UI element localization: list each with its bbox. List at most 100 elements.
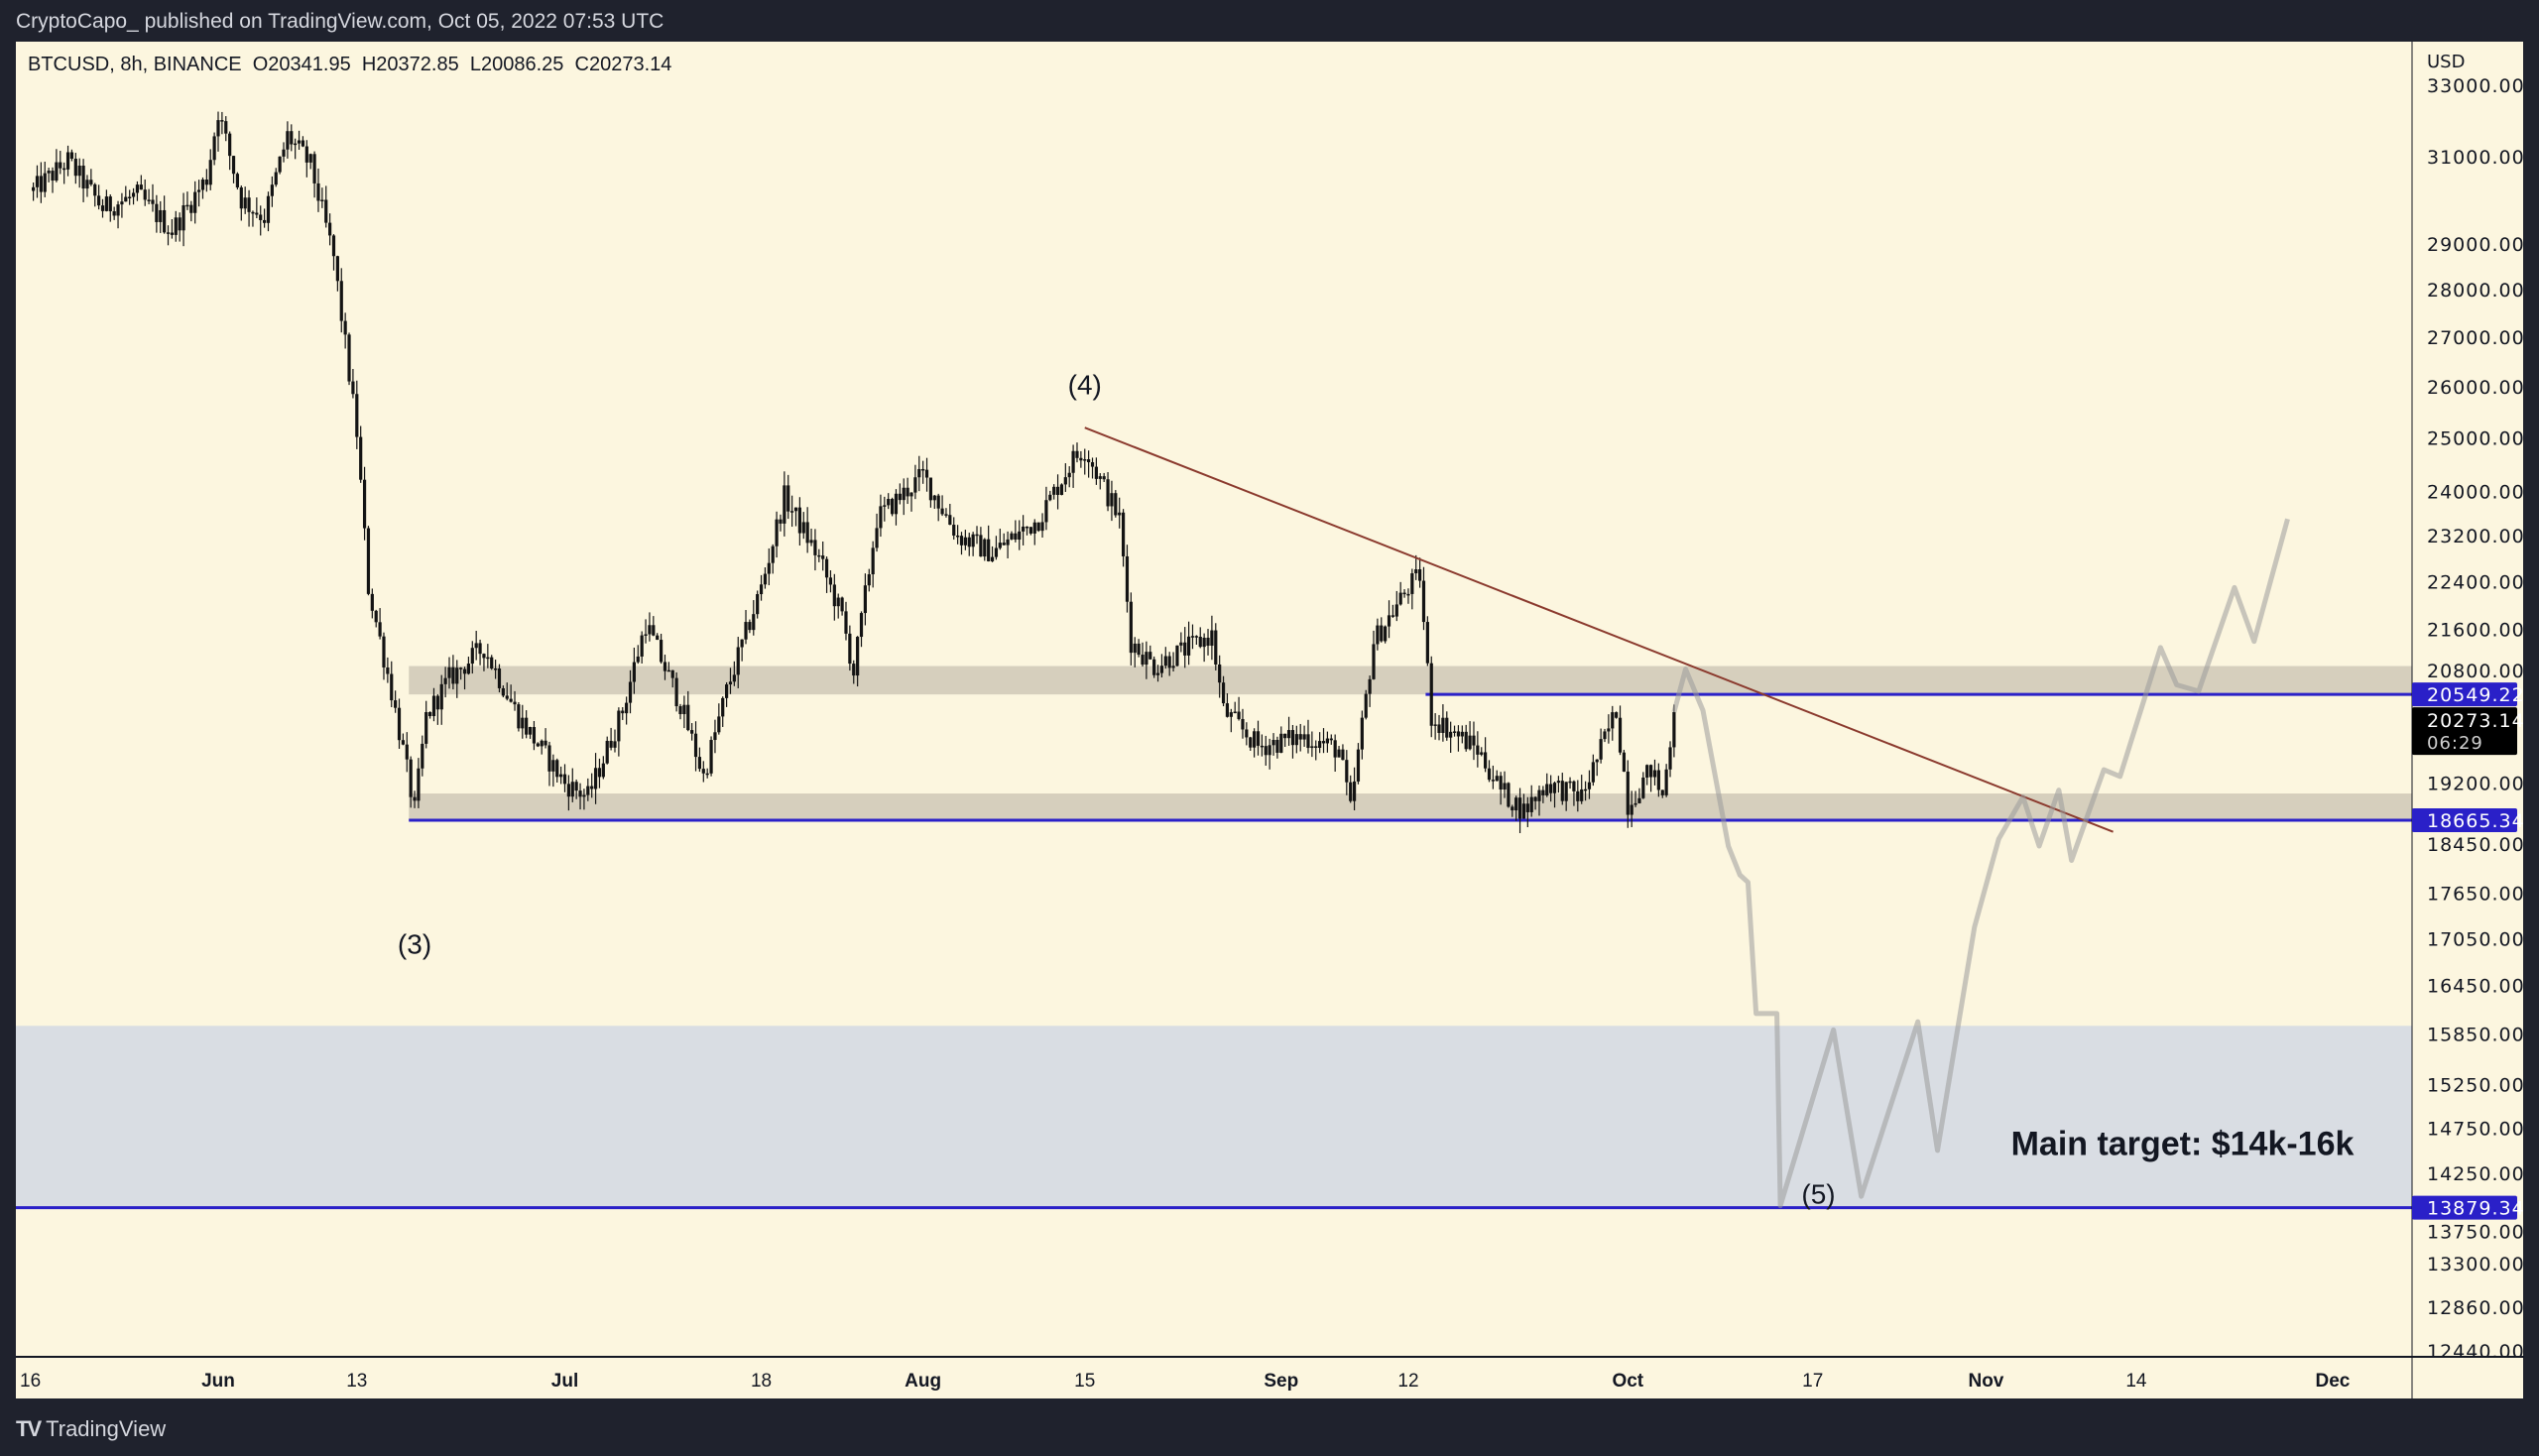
candle-body bbox=[316, 182, 320, 201]
candle-body bbox=[1583, 789, 1588, 791]
candle-body bbox=[767, 562, 771, 574]
candle-body bbox=[1329, 738, 1333, 741]
footer-brand[interactable]: TV TradingView bbox=[16, 1416, 166, 1442]
candle-body bbox=[1372, 644, 1376, 679]
candle-body bbox=[570, 782, 574, 797]
candle-body bbox=[578, 790, 582, 797]
candle-body bbox=[401, 740, 405, 745]
price-tick-label: 20800.00 bbox=[2427, 661, 2525, 682]
price-tick-label: 23200.00 bbox=[2427, 526, 2525, 547]
candle-body bbox=[963, 537, 967, 546]
candle-body bbox=[817, 554, 821, 557]
candle-body bbox=[151, 199, 155, 204]
candle-body bbox=[1537, 789, 1541, 801]
candle-body bbox=[601, 763, 605, 778]
support-zone bbox=[409, 793, 2412, 820]
candle-body bbox=[883, 505, 887, 507]
projection-path bbox=[1671, 518, 2290, 1209]
price-tick-label: 14750.00 bbox=[2427, 1118, 2525, 1140]
candle-body bbox=[1275, 739, 1279, 753]
candle-body bbox=[266, 195, 271, 223]
candle-body bbox=[924, 469, 929, 478]
candle-body bbox=[212, 136, 216, 161]
candle-body bbox=[859, 613, 864, 638]
candle-body bbox=[282, 149, 286, 157]
level-price-badge bbox=[2412, 1195, 2517, 1220]
candle-body bbox=[1599, 739, 1603, 760]
candle-body bbox=[1083, 459, 1087, 461]
candle-body bbox=[944, 514, 948, 516]
candle-body bbox=[644, 634, 648, 636]
candle-body bbox=[189, 204, 193, 213]
candle-body bbox=[501, 687, 505, 696]
symbol-label: BTCUSD, 8h, BINANCE bbox=[28, 54, 242, 75]
time-tick-label: 15 bbox=[1074, 1371, 1095, 1392]
candle-body bbox=[1002, 543, 1006, 546]
candle-body bbox=[1468, 735, 1472, 750]
candle-body bbox=[840, 597, 844, 612]
candle-body bbox=[304, 146, 308, 163]
candle-body bbox=[239, 186, 243, 209]
candle-body bbox=[1587, 782, 1592, 789]
candle-body bbox=[686, 704, 690, 731]
wave-label: (4) bbox=[1068, 369, 1102, 400]
candle-body bbox=[1090, 462, 1095, 467]
candle-body bbox=[1118, 512, 1122, 516]
level-price-label: 20549.22 bbox=[2427, 684, 2525, 706]
candle-body bbox=[497, 668, 502, 688]
candle-body bbox=[312, 154, 316, 183]
price-tick-label: 24000.00 bbox=[2427, 481, 2525, 503]
candle-body bbox=[652, 625, 656, 636]
candle-body bbox=[1341, 749, 1345, 761]
candle-body bbox=[1564, 782, 1568, 801]
plot-area: (4) (3) (5) Main target: $14k-16k bbox=[16, 111, 2412, 1210]
candle-body bbox=[536, 743, 540, 747]
candle-body bbox=[1637, 797, 1641, 803]
candle-body bbox=[879, 506, 883, 529]
candle-body bbox=[1155, 672, 1160, 675]
candle-body bbox=[744, 622, 748, 640]
candle-body bbox=[836, 597, 840, 607]
candle-body bbox=[574, 782, 578, 791]
candle-body bbox=[374, 610, 378, 623]
candle-body bbox=[1333, 740, 1337, 758]
candle-body bbox=[359, 436, 363, 480]
candle-body bbox=[613, 741, 617, 748]
candle-body bbox=[486, 657, 490, 660]
candle-body bbox=[1591, 762, 1595, 783]
price-tick-label: 26000.00 bbox=[2427, 377, 2525, 399]
candle-body bbox=[474, 643, 478, 649]
candle-body bbox=[1645, 765, 1649, 778]
candle-body bbox=[1615, 712, 1619, 718]
time-tick-label: Jun bbox=[201, 1371, 235, 1392]
price-axis[interactable]: 33000.00 31000.00 29000.00 28000.00 27000.00… bbox=[2427, 75, 2525, 1363]
time-tick-label: Dec bbox=[2316, 1371, 2351, 1392]
candle-body bbox=[871, 547, 875, 575]
candle-body bbox=[1507, 783, 1511, 807]
candle-body bbox=[1556, 781, 1560, 784]
price-tick-label: 14250.00 bbox=[2427, 1163, 2525, 1185]
candle-body bbox=[517, 704, 521, 729]
candle-body bbox=[1406, 593, 1410, 596]
candle-body bbox=[894, 493, 899, 515]
candle-body bbox=[906, 487, 909, 497]
price-tick-label: 12860.00 bbox=[2427, 1297, 2525, 1319]
candle-body bbox=[1071, 450, 1075, 473]
candle-body bbox=[1141, 655, 1145, 666]
candle-body bbox=[1549, 784, 1553, 793]
candle-body bbox=[1618, 717, 1623, 753]
candle-body bbox=[1249, 737, 1253, 748]
currency-label: USD bbox=[2427, 52, 2465, 72]
candle-body bbox=[663, 662, 667, 671]
candle-body bbox=[1028, 527, 1032, 534]
candle-body bbox=[370, 593, 374, 611]
candle-body bbox=[59, 162, 62, 169]
candle-body bbox=[351, 381, 355, 395]
wave-label: (5) bbox=[1801, 1179, 1835, 1210]
candle-body bbox=[740, 639, 744, 648]
candle-body bbox=[875, 528, 879, 548]
candle-body bbox=[948, 515, 952, 526]
candle-body bbox=[709, 740, 713, 774]
candle-body bbox=[1421, 580, 1426, 623]
